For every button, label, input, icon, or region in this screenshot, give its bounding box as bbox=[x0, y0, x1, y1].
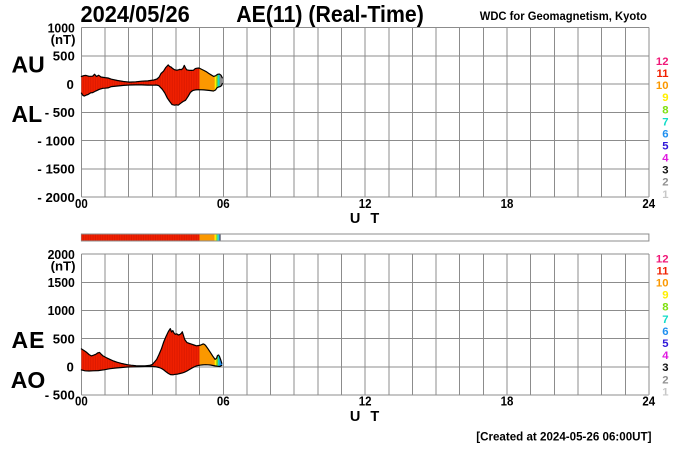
svg-text:7: 7 bbox=[662, 116, 668, 128]
svg-text:AL: AL bbox=[12, 101, 43, 127]
svg-text:7: 7 bbox=[662, 314, 668, 326]
svg-text:9: 9 bbox=[662, 92, 668, 104]
svg-text:500: 500 bbox=[53, 331, 75, 346]
svg-text:12: 12 bbox=[359, 196, 372, 211]
svg-text:AE(11) (Real-Time): AE(11) (Real-Time) bbox=[236, 1, 423, 27]
svg-text:11: 11 bbox=[657, 265, 669, 277]
svg-text:U T: U T bbox=[350, 211, 382, 227]
svg-text:5: 5 bbox=[662, 338, 668, 350]
svg-text:0: 0 bbox=[66, 360, 73, 375]
svg-text:8: 8 bbox=[662, 302, 668, 314]
svg-text:5: 5 bbox=[662, 141, 668, 153]
svg-text:24: 24 bbox=[642, 196, 655, 211]
svg-text:1: 1 bbox=[662, 386, 668, 398]
svg-text:10: 10 bbox=[656, 80, 669, 92]
svg-text:1: 1 bbox=[662, 189, 668, 201]
svg-text:- 2000: - 2000 bbox=[37, 190, 74, 205]
svg-text:U T: U T bbox=[350, 409, 382, 425]
svg-text:6: 6 bbox=[662, 326, 668, 338]
svg-text:2000: 2000 bbox=[48, 246, 75, 262]
svg-text:11: 11 bbox=[657, 68, 669, 80]
svg-text:4: 4 bbox=[662, 350, 669, 362]
svg-text:12: 12 bbox=[656, 253, 669, 265]
svg-text:AE: AE bbox=[12, 327, 46, 353]
svg-text:3: 3 bbox=[662, 362, 668, 374]
svg-text:4: 4 bbox=[662, 153, 669, 165]
svg-text:10: 10 bbox=[656, 278, 669, 290]
svg-text:- 1000: - 1000 bbox=[37, 133, 74, 148]
svg-text:2: 2 bbox=[662, 374, 668, 386]
svg-text:06: 06 bbox=[217, 394, 230, 409]
svg-text:8: 8 bbox=[662, 104, 668, 116]
svg-text:3: 3 bbox=[662, 165, 668, 177]
svg-text:12: 12 bbox=[359, 394, 372, 409]
svg-text:1000: 1000 bbox=[48, 20, 75, 36]
svg-text:00: 00 bbox=[75, 196, 88, 211]
svg-text:18: 18 bbox=[501, 394, 514, 409]
svg-text:0: 0 bbox=[66, 77, 73, 92]
svg-text:12: 12 bbox=[656, 56, 669, 68]
svg-text:1500: 1500 bbox=[48, 275, 75, 291]
svg-text:06: 06 bbox=[217, 196, 230, 211]
svg-text:AO: AO bbox=[11, 367, 46, 393]
svg-text:2: 2 bbox=[662, 177, 668, 189]
svg-text:- 500: - 500 bbox=[45, 388, 75, 403]
svg-text:- 500: - 500 bbox=[45, 105, 75, 120]
svg-text:[Created at 2024-05-26 06:00UT: [Created at 2024-05-26 06:00UT] bbox=[476, 430, 651, 443]
svg-text:2024/05/26: 2024/05/26 bbox=[81, 0, 190, 27]
svg-text:1000: 1000 bbox=[48, 303, 75, 319]
svg-text:(nT): (nT) bbox=[51, 258, 76, 273]
svg-text:WDC for Geomagnetism, Kyoto: WDC for Geomagnetism, Kyoto bbox=[480, 11, 647, 23]
svg-text:24: 24 bbox=[642, 394, 655, 409]
svg-text:AU: AU bbox=[12, 52, 45, 78]
svg-text:9: 9 bbox=[662, 290, 668, 302]
svg-text:18: 18 bbox=[501, 196, 514, 211]
svg-text:500: 500 bbox=[53, 49, 75, 64]
svg-text:(nT): (nT) bbox=[51, 32, 76, 47]
svg-text:6: 6 bbox=[662, 128, 668, 140]
svg-text:00: 00 bbox=[75, 394, 88, 409]
svg-text:- 1500: - 1500 bbox=[37, 162, 74, 177]
